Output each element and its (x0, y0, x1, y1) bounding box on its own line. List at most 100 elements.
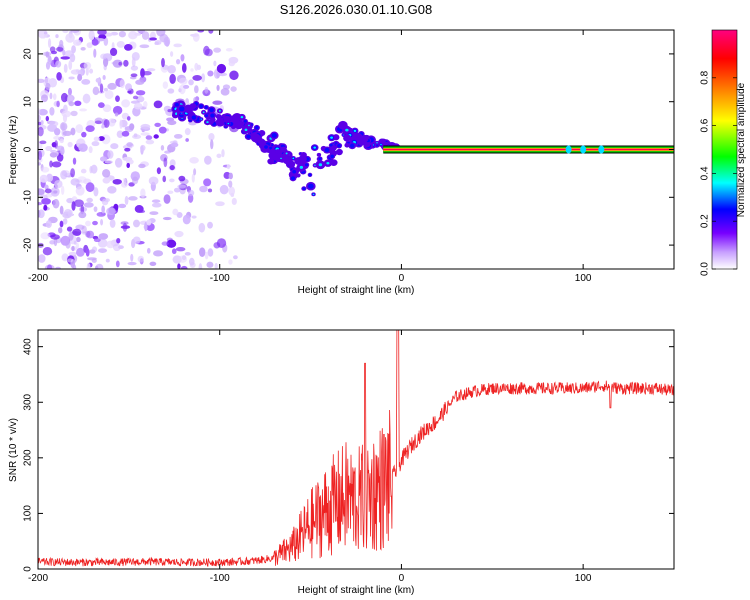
spectrogram-blob (107, 186, 117, 194)
spectrogram-blob (83, 61, 92, 70)
xtick-label: -100 (210, 573, 230, 584)
spectrogram-blob (93, 238, 101, 243)
spectrogram-blob (131, 57, 136, 67)
spectrogram-blob (145, 139, 155, 145)
spectrogram-blob (207, 188, 213, 193)
spectrogram-blob (153, 100, 163, 109)
spectrogram-blob (101, 198, 109, 206)
snr-ticks: -200 -100 0 100 0 100 200 300 400 (23, 330, 674, 584)
spectrogram-blob (204, 155, 212, 165)
signal-blob-peak (380, 143, 382, 146)
spectrogram-blob (112, 105, 123, 115)
xtick-label: 0 (399, 273, 405, 284)
spectrogram-blob (133, 219, 141, 228)
snr-ylabel: SNR (10 * v/v) (8, 418, 19, 482)
spectrogram-blob (38, 78, 45, 84)
signal-blob-peak (292, 157, 295, 160)
spectrogram-blob (182, 214, 191, 225)
spectrogram-blob (184, 128, 191, 136)
spectrogram-blob (86, 262, 91, 269)
spectrogram-blob (119, 79, 125, 89)
spectrogram-blob (176, 211, 183, 218)
spectrogram-blob (191, 215, 197, 219)
spectrogram-blob (123, 59, 129, 67)
spectrogram-blob (207, 221, 213, 229)
spectrogram-blob (116, 238, 121, 244)
signal-blob-peak (202, 111, 205, 114)
spectrogram-blob (140, 132, 150, 136)
spectrogram-blob (70, 168, 76, 178)
spectrogram-blob (96, 38, 105, 42)
spectrogram-blob (86, 42, 93, 49)
xtick-label: 100 (575, 273, 592, 284)
ytick-label: 100 (23, 505, 34, 522)
spectrogram-blob (82, 93, 91, 104)
spectrogram-blob (50, 50, 58, 55)
spectrogram-blob (130, 65, 139, 71)
spectrogram-blob (192, 32, 200, 42)
spectrogram-blob (60, 170, 68, 180)
spectrogram-blob (145, 135, 153, 140)
signal-blob (247, 127, 253, 133)
spectrogram-blob (91, 246, 98, 253)
spectrogram-blob (62, 30, 69, 34)
spectrogram-blob (92, 86, 100, 96)
spectrogram-blob (127, 261, 137, 266)
spectrogram-blob (91, 38, 99, 46)
spectrogram-blob (38, 108, 48, 116)
spectrogram-blob (133, 102, 143, 110)
spectrogram-blob (77, 73, 83, 82)
colorbar-label: Normalized spectral amplitude (736, 82, 747, 217)
spectrogram-blob (208, 133, 215, 141)
spectrogram-blob (85, 220, 91, 227)
spectrogram-blob (216, 84, 220, 92)
spectrogram-blob (38, 209, 45, 219)
signal-blob-peak (299, 165, 304, 169)
signal-blob-peak (345, 128, 349, 132)
spectrogram-blob (219, 184, 229, 195)
spectrogram-blob (141, 31, 150, 40)
spectrogram-blob (130, 253, 134, 262)
spectrogram-blob (230, 86, 237, 92)
spectrogram-blob (66, 226, 73, 232)
spectrogram-blob (162, 81, 169, 89)
signal-blob-peak (240, 116, 244, 119)
spectrogram-blob (88, 30, 95, 41)
spectrogram-blob (38, 150, 42, 161)
spectrogram-blob (135, 90, 146, 96)
spectrogram-blob (43, 204, 48, 211)
spectrogram-blob (122, 156, 133, 162)
spectrogram-blob (149, 261, 157, 266)
spectrogram-blob (52, 93, 57, 101)
spectrogram-blob (177, 184, 186, 189)
spectrogram-blob (40, 94, 48, 103)
spectrogram-blob (104, 160, 113, 164)
spectrogram-blob (116, 130, 124, 139)
spectrogram-blob (170, 142, 179, 148)
signal-blob-core (324, 147, 330, 153)
spectrogram-blob (46, 264, 53, 269)
spectrogram-blob (214, 262, 218, 269)
spectrogram-blob (174, 230, 184, 238)
signal-blob-core (308, 173, 312, 177)
spectrogram-blob (126, 162, 131, 169)
signal-blob (223, 115, 232, 123)
spectrogram-blob (153, 134, 159, 139)
spectrogram-blob (133, 133, 138, 138)
spectrogram-blob (169, 178, 175, 183)
colorbar-gradient (711, 29, 738, 270)
spectrogram-blob (51, 161, 62, 168)
signal-blob-core (264, 145, 268, 149)
spectrogram-blob (231, 197, 237, 206)
spectrogram-blob (103, 87, 109, 92)
spectrogram-blob (78, 143, 88, 152)
spectrogram-blob (58, 227, 63, 234)
spectrogram-blob (190, 68, 194, 72)
signal-blob-peak (312, 193, 315, 195)
spectrogram-blob (40, 120, 44, 125)
spectrogram-blob (233, 255, 238, 260)
spectrogram-blob (201, 73, 206, 83)
spectrogram-blob (132, 236, 141, 244)
ytick-label: 10 (23, 96, 34, 108)
